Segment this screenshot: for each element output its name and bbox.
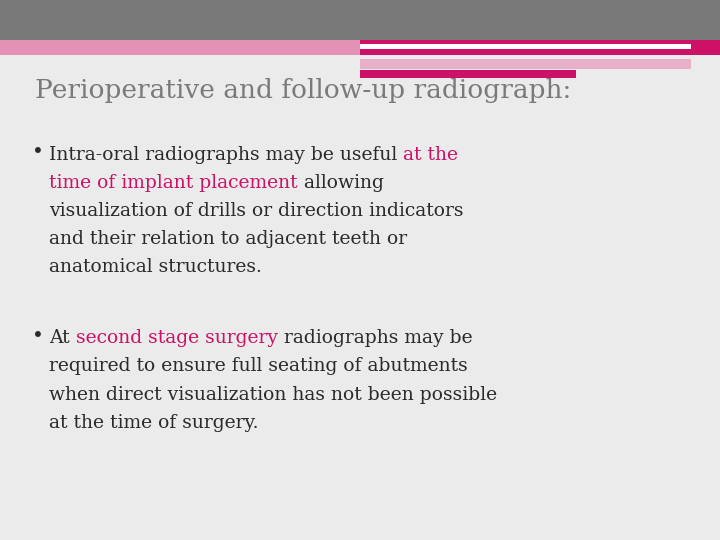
Text: anatomical structures.: anatomical structures.	[49, 258, 262, 276]
Bar	[0, 0, 720, 40]
Bar	[0, 40, 360, 55]
Text: at the: at the	[403, 146, 458, 164]
Bar	[360, 44, 691, 49]
Text: when direct visualization has not been possible: when direct visualization has not been p…	[49, 386, 497, 403]
Bar	[360, 70, 576, 78]
Text: allowing: allowing	[297, 174, 384, 192]
Text: and their relation to adjacent teeth or: and their relation to adjacent teeth or	[49, 230, 407, 248]
Text: At: At	[49, 329, 76, 347]
Text: at the time of surgery.: at the time of surgery.	[49, 414, 258, 431]
Text: Intra-oral radiographs may be useful: Intra-oral radiographs may be useful	[49, 146, 403, 164]
Bar	[0, 40, 720, 55]
Text: Perioperative and follow-up radiograph:: Perioperative and follow-up radiograph:	[35, 78, 571, 103]
Text: visualization of drills or direction indicators: visualization of drills or direction ind…	[49, 202, 464, 220]
Text: •: •	[32, 143, 44, 162]
Text: •: •	[32, 327, 44, 346]
Bar	[360, 59, 691, 69]
Text: second stage surgery: second stage surgery	[76, 329, 278, 347]
Text: radiographs may be: radiographs may be	[278, 329, 472, 347]
Text: time of implant placement: time of implant placement	[49, 174, 297, 192]
Text: required to ensure full seating of abutments: required to ensure full seating of abutm…	[49, 357, 468, 375]
